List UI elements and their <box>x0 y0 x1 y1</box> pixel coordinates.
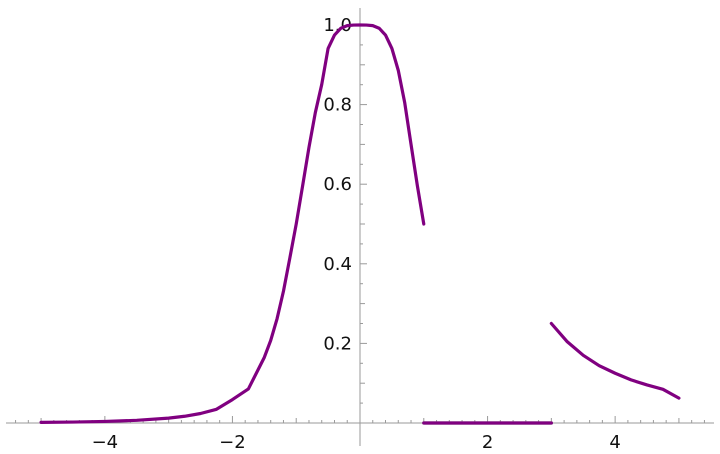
series-segment-3 <box>549 321 681 400</box>
x-tick-label: −2 <box>219 432 246 453</box>
y-tick-label: 1.0 <box>323 15 352 36</box>
y-tick-label: 0.8 <box>323 95 352 116</box>
x-tick-label: −4 <box>92 432 119 453</box>
x-tick-label: 2 <box>482 432 493 453</box>
x-tick-label: 4 <box>609 432 620 453</box>
y-tick-label: 0.6 <box>323 174 352 195</box>
x-ticks: −4 −2 2 4 <box>15 416 705 453</box>
y-tick-label: 0.2 <box>323 333 352 354</box>
y-tick-label: 0.4 <box>323 254 352 275</box>
series-layer <box>39 23 681 425</box>
axes <box>6 8 714 446</box>
y-ticks: 0.2 0.4 0.6 0.8 1.0 <box>323 15 367 404</box>
series-segment-1 <box>39 23 426 424</box>
